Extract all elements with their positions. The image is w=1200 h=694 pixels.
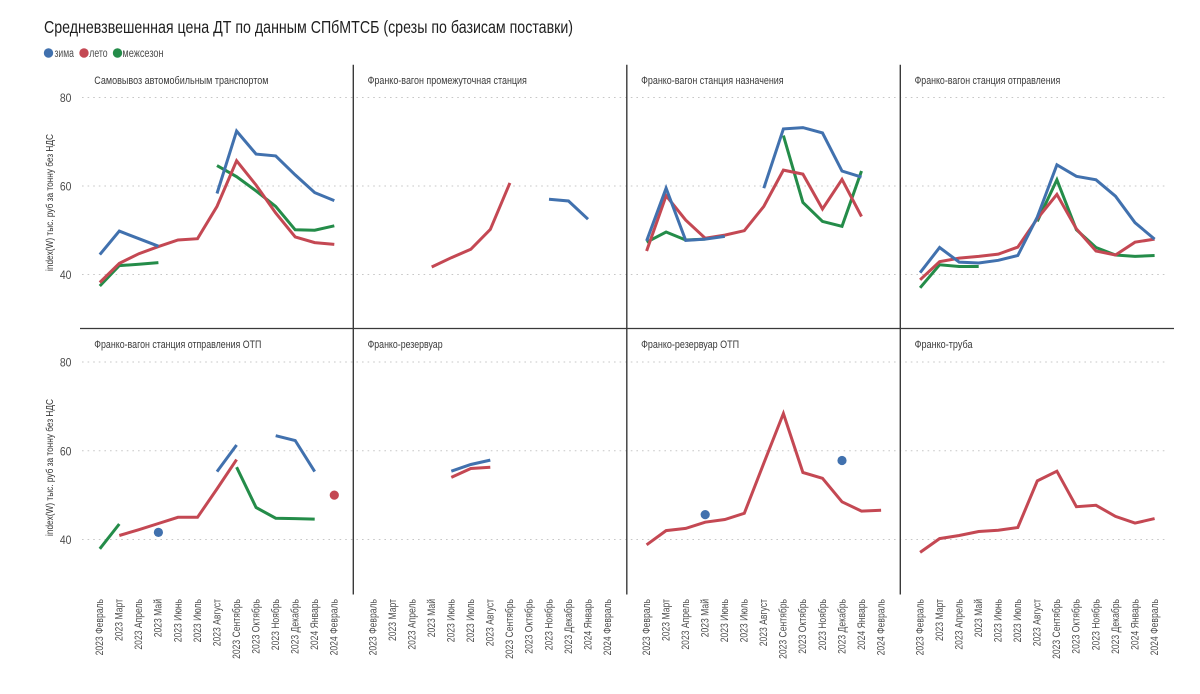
svg-text:2023 Август: 2023 Август — [211, 599, 223, 646]
svg-text:2024 Февраль: 2024 Февраль — [1149, 599, 1161, 656]
svg-text:80: 80 — [60, 91, 72, 105]
svg-text:зима: зима — [55, 48, 75, 60]
svg-text:2023 Май: 2023 Май — [973, 599, 985, 637]
svg-text:2023 Июль: 2023 Июль — [192, 599, 204, 643]
svg-text:2023 Декабрь: 2023 Декабрь — [290, 599, 302, 654]
svg-text:2023 Ноябрь: 2023 Ноябрь — [1090, 599, 1102, 651]
svg-text:2024 Январь: 2024 Январь — [856, 599, 868, 650]
svg-text:2023 Февраль: 2023 Февраль — [94, 599, 106, 656]
svg-text:2023 Июль: 2023 Июль — [465, 599, 477, 643]
svg-text:2024 Январь: 2024 Январь — [582, 599, 594, 650]
svg-text:2023 Апрель: 2023 Апрель — [133, 599, 145, 650]
svg-text:2023 Май: 2023 Май — [153, 599, 165, 637]
svg-text:Франко-резервуар: Франко-резервуар — [368, 339, 443, 351]
svg-text:index(W) тыс. руб за тонну без: index(W) тыс. руб за тонну без НДС — [44, 399, 56, 536]
svg-text:2023 Сентябрь: 2023 Сентябрь — [778, 599, 790, 659]
svg-text:60: 60 — [60, 444, 72, 458]
svg-text:2023 Сентябрь: 2023 Сентябрь — [504, 599, 516, 659]
svg-text:40: 40 — [60, 533, 72, 547]
svg-text:2023 Июнь: 2023 Июнь — [446, 599, 458, 643]
svg-text:2023 Июнь: 2023 Июнь — [993, 599, 1005, 643]
svg-text:2023 Март: 2023 Март — [387, 599, 399, 641]
svg-text:index(W) тыс. руб за тонну без: index(W) тыс. руб за тонну без НДС — [44, 134, 56, 271]
svg-text:межсезон: межсезон — [122, 48, 163, 60]
svg-text:2023 Октябрь: 2023 Октябрь — [797, 599, 809, 654]
svg-text:лето: лето — [89, 48, 107, 60]
svg-text:2023 Март: 2023 Март — [934, 599, 946, 641]
svg-text:Самовывоз автомобильным трансп: Самовывоз автомобильным транспортом — [94, 75, 268, 87]
svg-text:2023 Февраль: 2023 Февраль — [641, 599, 653, 656]
svg-text:2023 Декабрь: 2023 Декабрь — [1110, 599, 1122, 654]
svg-text:2023 Декабрь: 2023 Декабрь — [563, 599, 575, 654]
svg-text:2023 Апрель: 2023 Апрель — [680, 599, 692, 650]
svg-text:2023 Май: 2023 Май — [426, 599, 438, 637]
svg-text:Средневзвешенная цена ДТ по да: Средневзвешенная цена ДТ по данным СПбМТ… — [44, 17, 573, 37]
svg-text:2024 Январь: 2024 Январь — [1129, 599, 1141, 650]
svg-text:2023 Декабрь: 2023 Декабрь — [836, 599, 848, 654]
svg-text:2023 Март: 2023 Март — [660, 599, 672, 641]
svg-text:2023 Август: 2023 Август — [1032, 599, 1044, 646]
svg-text:2024 Февраль: 2024 Февраль — [602, 599, 614, 656]
svg-text:2023 Ноябрь: 2023 Ноябрь — [543, 599, 555, 651]
svg-text:2024 Февраль: 2024 Февраль — [329, 599, 341, 656]
svg-text:2023 Апрель: 2023 Апрель — [954, 599, 966, 650]
svg-text:2023 Август: 2023 Август — [758, 599, 770, 646]
svg-text:2023 Июль: 2023 Июль — [1012, 599, 1024, 643]
svg-text:2023 Октябрь: 2023 Октябрь — [1071, 599, 1083, 654]
svg-text:2023 Октябрь: 2023 Октябрь — [250, 599, 262, 654]
svg-text:80: 80 — [60, 356, 72, 370]
svg-text:2024 Февраль: 2024 Февраль — [875, 599, 887, 656]
svg-text:2023 Сентябрь: 2023 Сентябрь — [1051, 599, 1063, 659]
svg-text:2023 Июнь: 2023 Июнь — [719, 599, 731, 643]
svg-text:60: 60 — [60, 180, 72, 194]
svg-text:2023 Июль: 2023 Июль — [739, 599, 751, 643]
svg-text:2023 Март: 2023 Март — [114, 599, 126, 641]
svg-text:2023 Октябрь: 2023 Октябрь — [524, 599, 536, 654]
svg-text:2023 Июнь: 2023 Июнь — [172, 599, 184, 643]
svg-text:Франко-вагон станция отправлен: Франко-вагон станция отправления — [915, 75, 1061, 87]
svg-text:Франко-вагон промежуточная ста: Франко-вагон промежуточная станция — [368, 75, 527, 87]
svg-text:2023 Февраль: 2023 Февраль — [367, 599, 379, 656]
svg-text:Франко-вагон станция отправлен: Франко-вагон станция отправления ОТП — [94, 339, 261, 351]
svg-text:2023 Февраль: 2023 Февраль — [914, 599, 926, 656]
svg-text:2023 Ноябрь: 2023 Ноябрь — [817, 599, 829, 651]
svg-text:Франко-труба: Франко-труба — [915, 339, 974, 351]
svg-text:2023 Ноябрь: 2023 Ноябрь — [270, 599, 282, 651]
svg-text:Франко-вагон станция назначени: Франко-вагон станция назначения — [641, 75, 784, 87]
svg-text:2023 Сентябрь: 2023 Сентябрь — [231, 599, 243, 659]
svg-text:40: 40 — [60, 268, 72, 282]
svg-text:2023 Август: 2023 Август — [485, 599, 497, 646]
svg-text:2023 Май: 2023 Май — [700, 599, 712, 637]
svg-text:2023 Апрель: 2023 Апрель — [407, 599, 419, 650]
svg-text:Франко-резервуар ОТП: Франко-резервуар ОТП — [641, 339, 739, 351]
svg-text:2024 Январь: 2024 Январь — [309, 599, 321, 650]
